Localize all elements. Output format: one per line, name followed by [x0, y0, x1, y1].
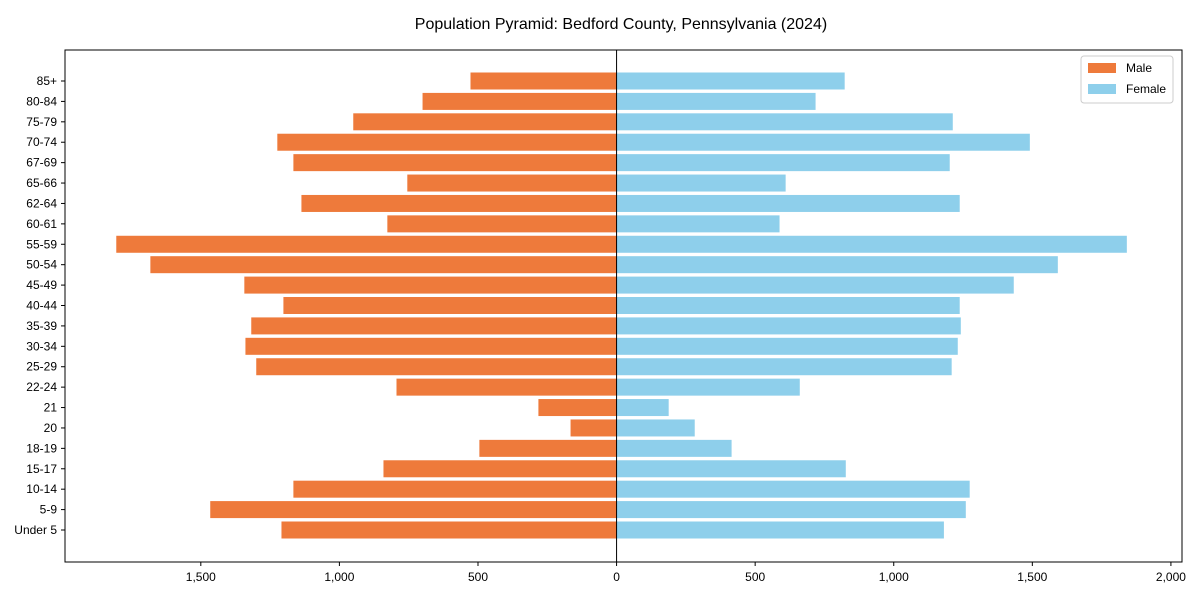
bar-male	[387, 215, 617, 233]
legend-swatch-female	[1088, 84, 1116, 94]
legend-label-female: Female	[1126, 82, 1166, 96]
bar-female	[616, 256, 1058, 274]
bar-female	[616, 174, 786, 192]
bar-male	[383, 460, 617, 478]
legend-swatch-male	[1088, 63, 1116, 73]
y-tick-label: 40-44	[26, 299, 57, 313]
bar-male	[245, 337, 617, 355]
y-tick-label: 10-14	[26, 482, 57, 496]
y-tick-label: 80-84	[26, 94, 57, 108]
bar-female	[616, 337, 958, 355]
bar-male	[116, 235, 617, 253]
bar-female	[616, 521, 944, 539]
y-tick-label: 75-79	[26, 115, 57, 129]
bar-female	[616, 378, 800, 396]
plot-frame	[64, 49, 1183, 563]
x-tick-label: 1,000	[324, 570, 354, 584]
y-tick-label: 5-9	[40, 503, 58, 517]
bar-male	[422, 92, 617, 110]
legend: Male Female	[1080, 55, 1174, 104]
bar-male	[150, 256, 617, 274]
bar-female	[616, 276, 1014, 294]
y-tick-label: 30-34	[26, 339, 57, 353]
bar-male	[570, 419, 617, 437]
bar-male	[538, 399, 617, 417]
y-tick-label: 55-59	[26, 237, 57, 251]
y-tick-label: 15-17	[26, 462, 57, 476]
bar-male	[283, 297, 617, 314]
bar-male	[277, 133, 617, 151]
bar-male	[301, 194, 617, 212]
y-tick-label: 35-39	[26, 319, 57, 333]
y-tick-label: 18-19	[26, 441, 57, 455]
bar-female	[616, 501, 966, 519]
legend-label-male: Male	[1126, 61, 1152, 75]
bar-male	[251, 317, 617, 335]
bar-male	[407, 174, 617, 192]
y-tick-label: 67-69	[26, 156, 57, 170]
y-tick-label: 70-74	[26, 135, 57, 149]
bar-female	[616, 317, 961, 335]
y-tick-label: 22-24	[26, 380, 57, 394]
y-tick-label: 20	[44, 421, 58, 435]
bar-female	[616, 215, 780, 233]
bar-female	[616, 194, 960, 212]
bar-female	[616, 297, 960, 314]
bar-male	[396, 378, 617, 396]
bar-female	[616, 133, 1030, 151]
y-tick-label: 62-64	[26, 196, 57, 210]
y-tick-label: Under 5	[14, 523, 57, 537]
x-tick-label: 1,500	[186, 570, 216, 584]
y-tick-label: 60-61	[26, 217, 57, 231]
bar-male	[244, 276, 617, 294]
bar-male	[281, 521, 617, 539]
bar-female	[616, 154, 950, 172]
x-tick-label: 0	[613, 570, 620, 584]
bar-male	[256, 358, 617, 376]
bar-female	[616, 460, 846, 478]
bar-male	[353, 113, 617, 131]
bar-male	[479, 439, 617, 457]
x-tick-label: 1,500	[1017, 570, 1047, 584]
bar-female	[616, 92, 816, 110]
bar-female	[616, 72, 845, 90]
x-tick-label: 1,000	[879, 570, 909, 584]
bar-female	[616, 439, 732, 457]
y-tick-label: 25-29	[26, 360, 57, 374]
bar-female	[616, 235, 1127, 253]
x-tick-label: 500	[468, 570, 488, 584]
bar-male	[293, 154, 617, 172]
bar-male	[470, 72, 617, 90]
bar-male	[210, 501, 617, 519]
y-tick-label: 21	[44, 401, 58, 415]
y-tick-label: 45-49	[26, 278, 57, 292]
bar-male	[293, 480, 617, 498]
chart-title: Population Pyramid: Bedford County, Penn…	[415, 16, 827, 33]
y-tick-label: 50-54	[26, 258, 57, 272]
bar-female	[616, 358, 952, 376]
bar-female	[616, 419, 695, 437]
bar-female	[616, 480, 970, 498]
bar-female	[616, 113, 953, 131]
bar-female	[616, 399, 669, 417]
y-tick-label: 65-66	[26, 176, 57, 190]
y-tick-label: 85+	[37, 74, 57, 88]
x-tick-label: 500	[745, 570, 765, 584]
x-tick-label: 2,000	[1156, 570, 1186, 584]
